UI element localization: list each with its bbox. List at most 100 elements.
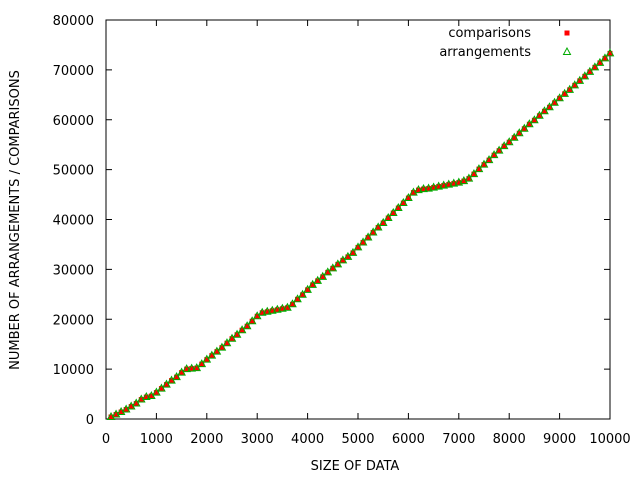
arrangements-point — [378, 217, 388, 226]
arrangements-point — [383, 212, 393, 222]
series-layer — [106, 48, 615, 421]
comparisons-point — [108, 414, 114, 420]
comparisons-point — [315, 278, 321, 284]
comparisons-point — [355, 244, 361, 250]
comparisons-point — [476, 166, 482, 172]
comparisons-point — [461, 178, 467, 184]
comparisons-point — [204, 357, 210, 363]
comparisons-point — [446, 182, 452, 188]
comparisons-point — [209, 353, 215, 359]
comparisons-point — [158, 386, 164, 392]
y-tick-label: 20000 — [53, 313, 94, 328]
comparisons-point — [229, 336, 235, 342]
comparisons-point — [451, 181, 457, 187]
y-tick-label: 80000 — [53, 14, 94, 29]
arrangements-point — [424, 183, 433, 192]
comparisons-point — [295, 296, 301, 302]
legend-marker-comparisons — [564, 30, 570, 36]
arrangements-point — [565, 84, 575, 93]
arrangements-point — [227, 333, 237, 342]
arrangements-point — [187, 363, 197, 372]
y-tick-label: 40000 — [53, 214, 94, 229]
plot-frame — [105, 19, 611, 420]
comparisons-point — [491, 152, 497, 158]
comparisons-point — [224, 340, 230, 346]
series-comparisons — [108, 50, 613, 420]
comparisons-point — [174, 374, 180, 380]
comparisons-point — [214, 349, 220, 355]
arrangements-point — [212, 346, 222, 355]
arrangements-point — [197, 359, 207, 368]
x-axis-label: SIZE OF DATA — [311, 459, 400, 474]
arrangements-point — [267, 305, 277, 314]
arrangements-point — [202, 354, 212, 363]
arrangements-point — [494, 145, 504, 154]
x-tick-label: 7000 — [442, 432, 475, 447]
arrangements-point — [514, 128, 524, 137]
arrangements-point — [504, 137, 514, 146]
arrangements-point — [525, 119, 534, 128]
comparisons-point — [531, 117, 537, 123]
comparisons-point — [113, 412, 119, 418]
arrangements-point — [600, 53, 610, 62]
arrangements-point — [328, 263, 338, 272]
comparisons-point — [547, 104, 553, 110]
arrangements-point — [131, 398, 141, 407]
arrangements-point — [141, 392, 151, 401]
arrangements-point — [555, 93, 564, 102]
comparisons-point — [239, 327, 245, 333]
arrangements-point — [444, 179, 454, 188]
arrangements-point — [318, 271, 328, 280]
arrangements-point — [343, 251, 353, 260]
comparisons-point — [138, 397, 144, 403]
comparisons-point — [194, 365, 200, 371]
y-tick-label: 10000 — [53, 363, 94, 378]
y-tick-label: 30000 — [53, 263, 94, 278]
arrangements-point — [353, 242, 363, 251]
comparisons-point — [481, 162, 487, 168]
comparisons-point — [234, 332, 240, 338]
x-tick-label: 3000 — [241, 432, 274, 447]
comparisons-point — [289, 301, 295, 307]
comparisons-point — [360, 239, 366, 245]
arrangements-point — [550, 97, 559, 106]
arrangements-point — [575, 75, 585, 84]
arrangements-point — [333, 259, 343, 268]
comparisons-point — [325, 269, 331, 275]
comparisons-point — [330, 265, 336, 271]
comparisons-point — [169, 378, 175, 384]
comparisons-point — [456, 180, 462, 186]
arrangements-point — [303, 284, 312, 293]
arrangements-point — [278, 303, 287, 312]
comparisons-point — [436, 184, 442, 190]
comparisons-point — [536, 113, 542, 119]
arrangements-point — [388, 207, 398, 217]
arrangements-point — [560, 88, 569, 97]
comparisons-point — [562, 91, 568, 97]
x-tick-label: 1000 — [140, 432, 173, 447]
arrangements-point — [172, 372, 181, 381]
comparisons-point — [486, 157, 492, 163]
comparisons-point — [592, 64, 598, 70]
comparisons-point — [567, 87, 573, 93]
arrangements-point — [439, 180, 449, 189]
comparisons-point — [597, 60, 603, 66]
arrangements-point — [530, 115, 539, 124]
comparisons-point — [506, 139, 512, 145]
arrangements-point — [257, 307, 267, 316]
x-tick-label: 4000 — [291, 432, 324, 447]
comparisons-point — [153, 390, 159, 396]
arrangements-point — [469, 169, 479, 178]
arrangements-point — [323, 267, 333, 276]
comparisons-point — [345, 254, 351, 260]
arrangements-point — [489, 150, 499, 159]
arrangements-point — [237, 325, 247, 334]
x-tick-label: 10000 — [589, 432, 630, 447]
comparisons-point — [335, 261, 341, 267]
arrangements-point — [222, 338, 232, 347]
comparisons-point — [365, 234, 371, 240]
arrangements-point — [242, 321, 252, 330]
comparisons-point — [219, 345, 225, 351]
arrangements-point — [545, 102, 554, 111]
